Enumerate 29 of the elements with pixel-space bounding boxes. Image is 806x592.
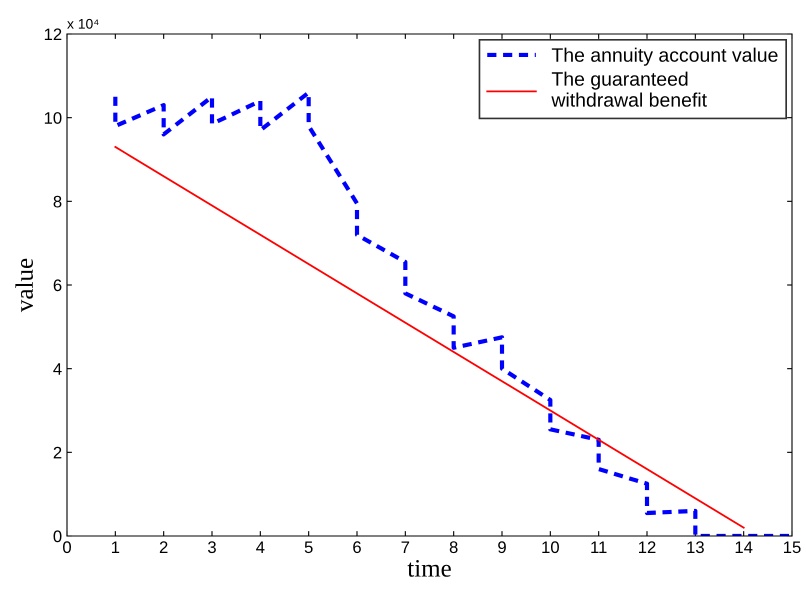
x-tick-label: 12 bbox=[639, 541, 656, 553]
x-tick-label: 9 bbox=[498, 541, 506, 554]
y-tick-label: 10 bbox=[44, 112, 62, 124]
y-tick-label: 6 bbox=[54, 279, 62, 292]
y-tick-label: 0 bbox=[54, 530, 62, 542]
x-tick-label: 2 bbox=[160, 541, 168, 553]
y-tick-label: 2 bbox=[54, 446, 62, 458]
x-tick-label: 11 bbox=[591, 541, 607, 553]
x-tick-label: 10 bbox=[542, 541, 559, 554]
y-tick-label: 12 bbox=[44, 28, 62, 40]
x-tick-label: 3 bbox=[208, 541, 216, 554]
x-tick-label: 6 bbox=[353, 541, 361, 554]
y-axis-title: value bbox=[15, 258, 33, 312]
line-series bbox=[113, 90, 792, 536]
legend-label: The annuity account value bbox=[552, 48, 778, 66]
x-tick-label: 14 bbox=[736, 541, 752, 553]
text: x 10⁴ bbox=[67, 18, 99, 29]
x-tick-label: 4 bbox=[256, 541, 264, 553]
x-tick-label: 1 bbox=[112, 541, 120, 553]
x-tick-label: 13 bbox=[687, 541, 704, 554]
legend-label: The guaranteed withdrawal benefit bbox=[551, 72, 707, 107]
x-tick-label: 0 bbox=[63, 541, 71, 554]
x-tick-label: 8 bbox=[450, 541, 458, 554]
x-tick-label: 7 bbox=[402, 541, 410, 553]
x-tick-label: 5 bbox=[304, 541, 313, 554]
x-axis-title: time bbox=[408, 560, 451, 577]
x-tick-label: 15 bbox=[784, 541, 801, 554]
y-tick-label: 4 bbox=[53, 363, 62, 375]
y-tick-label: 8 bbox=[54, 196, 62, 208]
